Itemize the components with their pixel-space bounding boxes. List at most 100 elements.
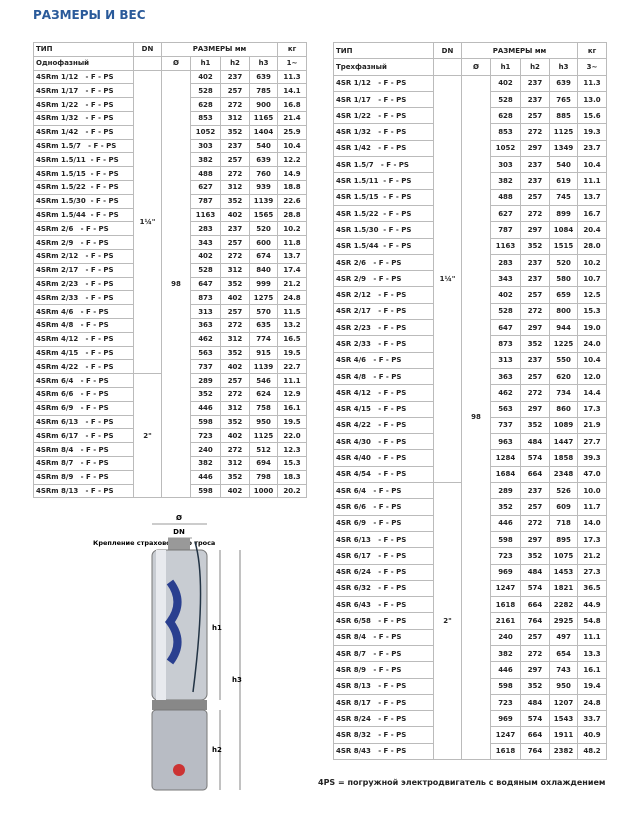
value-cell: 723 <box>490 693 521 712</box>
value-cell: 873 <box>490 335 521 353</box>
value-cell: 257 <box>520 188 550 206</box>
value-cell: 546 <box>248 373 279 388</box>
value-cell: 48.2 <box>577 742 608 761</box>
title: РАЗМЕРЫ И ВЕС <box>33 8 146 22</box>
type-cell: 4SRm 2/17 - F - PS <box>33 262 134 278</box>
value-cell: 1225 <box>548 335 579 353</box>
value-cell: 312 <box>220 400 250 416</box>
value-cell: 24.0 <box>577 335 608 353</box>
value-cell: 497 <box>548 628 579 646</box>
value-cell: 21.2 <box>277 276 308 292</box>
value-cell: 950 <box>248 414 279 430</box>
value-cell: 237 <box>520 482 550 500</box>
type-cell: 4SRm 1.5/7 - F - PS <box>33 138 134 154</box>
value-cell: 520 <box>548 253 579 272</box>
type-cell: 4SRm 1.5/30 - F - PS <box>33 193 134 209</box>
value-cell: 1207 <box>548 693 579 712</box>
value-cell: 25.9 <box>277 124 308 140</box>
value-cell: 446 <box>490 514 521 532</box>
value-cell: 963 <box>490 433 521 451</box>
value-cell: 10.0 <box>577 482 608 500</box>
type-cell: 4SR 6/58 - F - PS <box>333 612 434 630</box>
value-cell: 257 <box>220 304 250 319</box>
value-cell: 19.5 <box>277 414 308 430</box>
subheader-cell: Однофазный <box>33 55 134 71</box>
value-cell: 16.1 <box>577 661 608 679</box>
value-cell: 23.7 <box>577 139 608 158</box>
type-cell: 4SR 1/12 - F - PS <box>333 74 434 92</box>
value-cell: 1000 <box>248 483 279 499</box>
value-cell: 10.2 <box>577 253 608 272</box>
value-cell: 694 <box>248 455 279 471</box>
cable-note: Крепление страховочного троса <box>93 539 215 547</box>
value-cell: 17.3 <box>577 530 608 549</box>
value-cell: 352 <box>220 124 250 140</box>
value-cell: 303 <box>490 156 521 174</box>
value-cell: 860 <box>548 400 579 418</box>
value-cell: 352 <box>220 469 250 485</box>
dn-label: DN <box>173 528 185 536</box>
value-cell: 352 <box>520 677 550 695</box>
value-cell: 462 <box>190 331 221 347</box>
value-cell: 16.5 <box>277 331 308 347</box>
value-cell: 237 <box>520 253 550 272</box>
value-cell: 240 <box>490 628 521 646</box>
type-cell: 4SR 1/42 - F - PS <box>333 139 434 158</box>
value-cell: 798 <box>248 469 279 485</box>
value-cell: 352 <box>520 547 550 565</box>
type-cell: 4SR 6/4 - F - PS <box>333 482 434 500</box>
value-cell: 272 <box>220 386 250 402</box>
type-cell: 4SR 1/17 - F - PS <box>333 90 434 109</box>
value-cell: 1052 <box>190 124 221 140</box>
value-cell: 14.0 <box>577 514 608 532</box>
value-cell: 969 <box>490 710 521 728</box>
diameter-cell: 98 <box>461 74 491 761</box>
value-cell: 659 <box>548 286 579 304</box>
value-cell: 44.9 <box>577 596 608 614</box>
value-cell: 343 <box>490 270 521 288</box>
value-cell: 19.0 <box>577 319 608 337</box>
value-cell: 402 <box>490 286 521 304</box>
value-cell: 635 <box>248 317 279 333</box>
value-cell: 237 <box>220 221 250 237</box>
value-cell: 237 <box>220 138 250 154</box>
value-cell: 297 <box>520 530 550 549</box>
type-cell: 4SRm 8/7 - F - PS <box>33 455 134 471</box>
value-cell: 313 <box>190 304 221 319</box>
value-cell: 969 <box>490 563 521 581</box>
type-cell: 4SR 2/6 - F - PS <box>333 253 434 272</box>
value-cell: 237 <box>520 270 550 288</box>
value-cell: 272 <box>220 442 250 457</box>
h3-label: h3 <box>232 676 242 684</box>
type-cell: 4SR 4/30 - F - PS <box>333 433 434 451</box>
value-cell: 598 <box>490 530 521 549</box>
value-cell: 312 <box>220 455 250 471</box>
value-cell: 18.8 <box>277 179 308 195</box>
value-cell: 853 <box>490 123 521 141</box>
value-cell: 36.5 <box>577 579 608 598</box>
value-cell: 402 <box>490 74 521 92</box>
value-cell: 723 <box>190 428 221 444</box>
value-cell: 873 <box>190 290 221 306</box>
value-cell: 528 <box>190 83 221 99</box>
dn-cell: 2" <box>133 373 162 499</box>
value-cell: 628 <box>490 107 521 125</box>
type-cell: 4SR 4/15 - F - PS <box>333 400 434 418</box>
value-cell: 2925 <box>548 612 579 630</box>
subheader-cell: Трехфазный <box>333 58 434 76</box>
type-cell: 4SRm 6/13 - F - PS <box>33 414 134 430</box>
value-cell: 550 <box>548 351 579 369</box>
value-cell: 402 <box>220 483 250 499</box>
value-cell: 1247 <box>490 579 521 598</box>
value-cell: 363 <box>190 317 221 333</box>
type-cell: 4SR 6/24 - F - PS <box>333 563 434 581</box>
type-cell: 4SR 4/54 - F - PS <box>333 465 434 484</box>
value-cell: 47.0 <box>577 465 608 484</box>
value-cell: 12.5 <box>577 286 608 304</box>
value-cell: 27.7 <box>577 433 608 451</box>
type-cell: 4SR 1.5/44 - F - PS <box>333 237 434 255</box>
type-cell: 4SRm 4/8 - F - PS <box>33 317 134 333</box>
type-cell: 4SR 4/6 - F - PS <box>333 351 434 369</box>
value-cell: 765 <box>548 90 579 109</box>
